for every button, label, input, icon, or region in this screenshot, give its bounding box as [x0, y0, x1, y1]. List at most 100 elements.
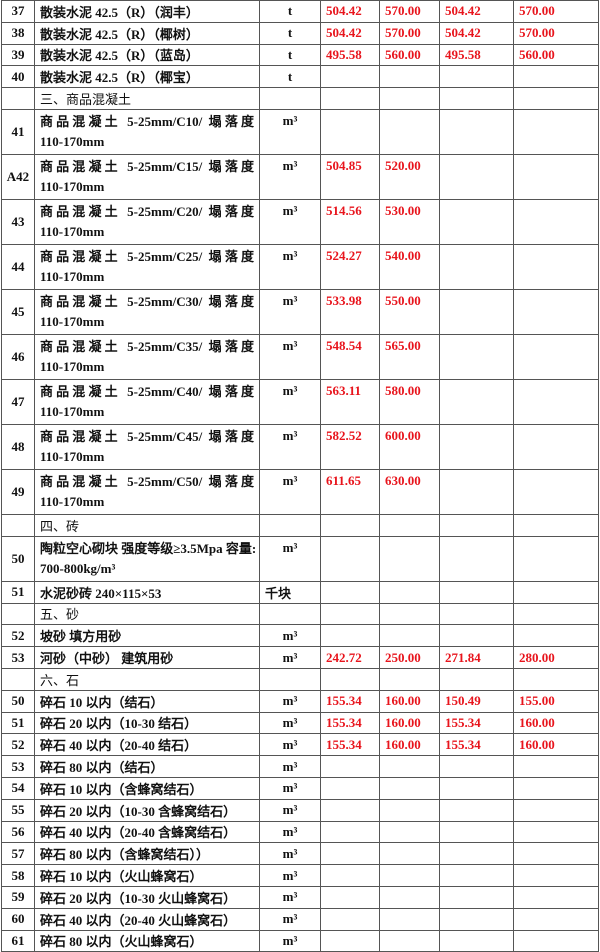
price-cell: 271.84 [439, 646, 514, 669]
row-number: 38 [1, 21, 35, 45]
price-cell [513, 798, 599, 822]
unit: m³ [259, 929, 321, 952]
price-cell [379, 798, 440, 822]
item-name-text: 碎石 10 以内（火山蜂窝石） [40, 869, 203, 885]
price-cell: 565.00 [379, 333, 440, 380]
price-cell [439, 885, 514, 909]
unit [259, 667, 321, 691]
row-number: 40 [1, 65, 35, 89]
item-name-text: 四、砖 [40, 518, 80, 534]
unit: m³ [259, 378, 321, 425]
price-cell [439, 580, 514, 604]
item-name: 散装水泥 42.5（R）（蓝岛） [34, 43, 260, 67]
unit: t [259, 65, 321, 89]
row-number: 50 [1, 689, 35, 713]
item-name: 河砂（中砂） 建筑用砂 [34, 646, 260, 669]
item-name-line1: 商品混凝土 5-25mm/C20/ 塌落度 [40, 203, 254, 219]
table-row: 40 散装水泥 42.5（R）（椰宝） t [1, 65, 599, 89]
item-name-line2: 110-170mm [40, 313, 105, 329]
price-cell [320, 535, 380, 582]
price-cell: 160.00 [379, 689, 440, 713]
item-name-text: 碎石 10 以内（结石） [40, 694, 164, 710]
price-cell: 504.85 [320, 153, 380, 200]
item-name: 碎石 20 以内（10-30 结石） [34, 711, 260, 735]
table-row: 38 散装水泥 42.5（R）（椰树） t 504.42 570.00 504.42 570… [1, 21, 599, 45]
item-name: 散装水泥 42.5（R）（椰树） [34, 21, 260, 45]
row-number: 51 [1, 580, 35, 604]
row-number: 46 [1, 333, 35, 380]
table-row: 41 商品混凝土 5-25mm/C10/ 塌落度 110-170mm m³ [1, 108, 599, 155]
price-cell: 160.00 [379, 711, 440, 735]
row-number: 51 [1, 711, 35, 735]
row-number: 45 [1, 288, 35, 335]
price-cell [439, 624, 514, 648]
unit: t [259, 43, 321, 67]
table-row: 54 碎石 10 以内（含蜂窝结石） m³ [1, 776, 599, 800]
price-cell: 533.98 [320, 288, 380, 335]
unit: m³ [259, 885, 321, 909]
table-row: 43 商品混凝土 5-25mm/C20/ 塌落度 110-170mm m³ 514.56… [1, 198, 599, 245]
price-cell [513, 108, 599, 155]
item-name: 水泥砂砖 240×115×53 [34, 580, 260, 604]
price-cell [513, 198, 599, 245]
price-cell [439, 755, 514, 778]
price-cell [513, 423, 599, 470]
table-row: 47 商品混凝土 5-25mm/C40/ 塌落度 110-170mm m³ 563.11… [1, 378, 599, 425]
row-number [1, 87, 35, 110]
item-name: 碎石 80 以内（火山蜂窝石） [34, 929, 260, 952]
price-cell: 504.42 [320, 21, 380, 45]
row-number [1, 602, 35, 626]
section-title: 六、石 [34, 667, 260, 691]
price-cell [513, 87, 599, 110]
price-cell [513, 885, 599, 909]
price-cell: 520.00 [379, 153, 440, 200]
row-number: 54 [1, 776, 35, 800]
item-name-text: 六、石 [40, 672, 80, 688]
table-row: 48 商品混凝土 5-25mm/C45/ 塌落度 110-170mm m³ 582.52… [1, 423, 599, 470]
table-row: 44 商品混凝土 5-25mm/C25/ 塌落度 110-170mm m³ 524.27… [1, 243, 599, 290]
table-row: A42 商品混凝土 5-25mm/C15/ 塌落度 110-170mm m³ 504.8… [1, 153, 599, 200]
unit: m³ [259, 820, 321, 844]
item-name-text: 散装水泥 42.5（R）（蓝岛） [40, 48, 199, 64]
price-cell: 540.00 [379, 243, 440, 290]
item-name: 碎石 10 以内（结石） [34, 689, 260, 713]
price-cell [513, 333, 599, 380]
price-cell [379, 580, 440, 604]
item-name-text: 碎石 80 以内（含蜂窝结石）） [40, 847, 210, 863]
row-number: 53 [1, 755, 35, 778]
item-name-text: 碎石 40 以内（20-40 火山蜂窝石） [40, 912, 237, 928]
item-name-line1: 陶粒空心砌块 强度等级≥3.5Mpa 容量: [40, 540, 257, 556]
item-name-text: 碎石 40 以内（20-40 结石） [40, 738, 198, 754]
row-number: 53 [1, 646, 35, 669]
row-number: 41 [1, 108, 35, 155]
price-cell [320, 907, 380, 931]
item-name: 碎石 40 以内（20-40 火山蜂窝石） [34, 907, 260, 931]
price-cell: 160.00 [513, 733, 599, 757]
price-cell [320, 755, 380, 778]
price-cell [513, 929, 599, 952]
table-row: 46 商品混凝土 5-25mm/C35/ 塌落度 110-170mm m³ 548.54… [1, 333, 599, 380]
item-name-text: 碎石 80 以内（结石） [40, 760, 164, 776]
price-cell [320, 667, 380, 691]
unit: m³ [259, 755, 321, 778]
price-cell [513, 535, 599, 582]
unit [259, 513, 321, 537]
price-cell [439, 602, 514, 626]
row-number: 56 [1, 820, 35, 844]
item-name-text: 三、商品混凝土 [40, 92, 132, 108]
price-cell: 160.00 [513, 711, 599, 735]
unit: m³ [259, 864, 321, 887]
price-cell [513, 153, 599, 200]
price-cell [513, 288, 599, 335]
price-cell: 560.00 [513, 43, 599, 67]
item-name-line2: 110-170mm [40, 448, 105, 464]
price-cell [513, 667, 599, 691]
row-number: 47 [1, 378, 35, 425]
price-cell [513, 580, 599, 604]
item-name-text: 碎石 10 以内（含蜂窝结石） [40, 781, 203, 797]
table-row: 39 散装水泥 42.5（R）（蓝岛） t 495.58 560.00 495.58 560… [1, 43, 599, 67]
price-cell: 504.42 [439, 21, 514, 45]
row-number: 50 [1, 535, 35, 582]
price-cell: 563.11 [320, 378, 380, 425]
